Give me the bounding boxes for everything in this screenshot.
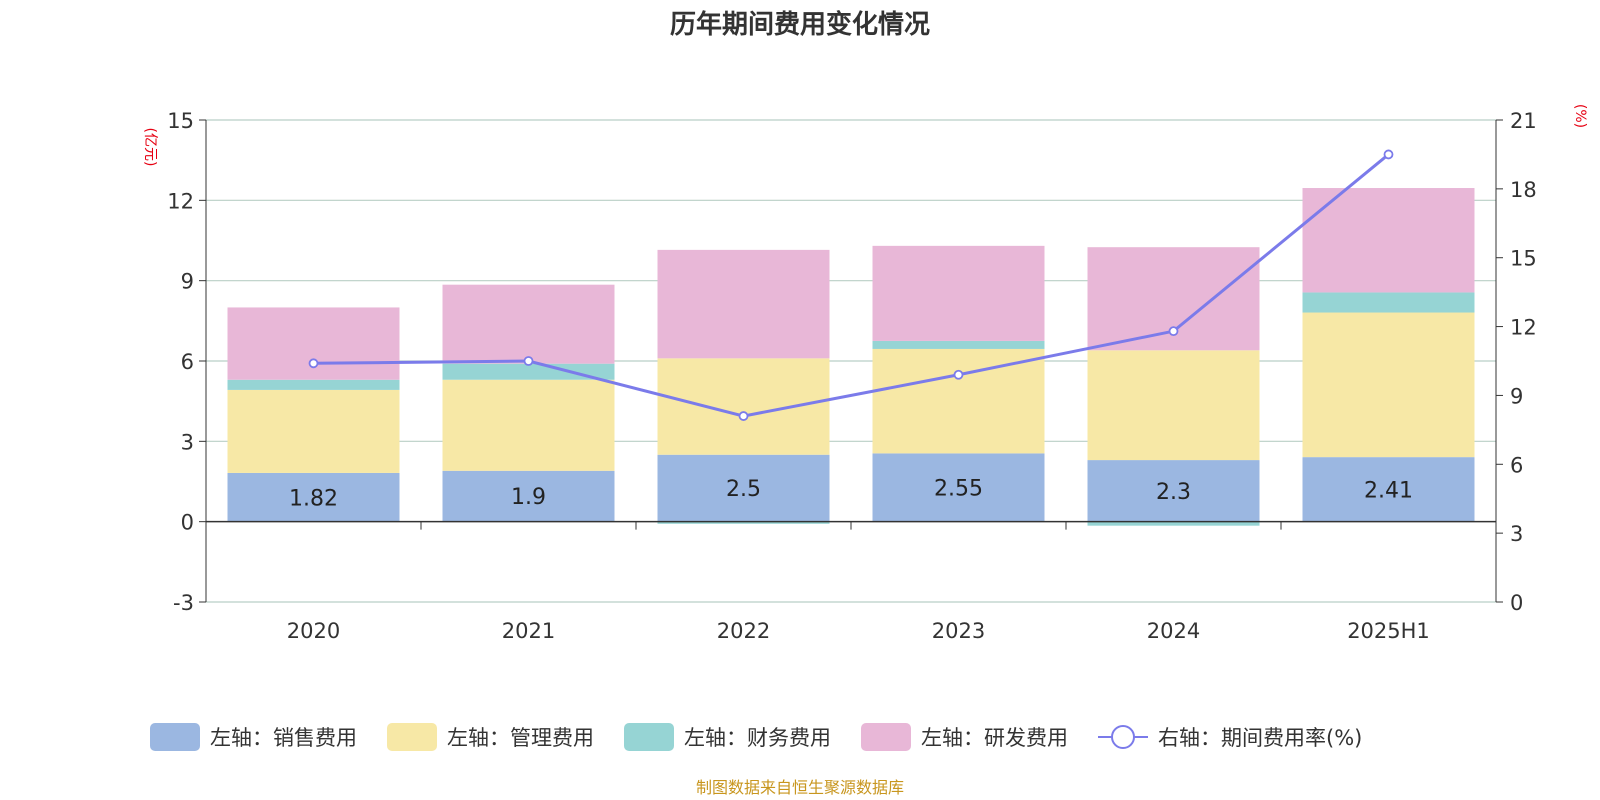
left-tick-label: 3: [181, 430, 194, 454]
bar-segment: [1302, 188, 1475, 293]
bar-segment: [1302, 457, 1475, 522]
data-label: 2.5: [726, 477, 761, 502]
rate-point: [523, 356, 534, 366]
bar-segment: [872, 348, 1045, 454]
legend-swatch: [861, 723, 911, 751]
left-axis-unit: (亿元): [142, 128, 158, 167]
x-tick-label: 2022: [717, 619, 770, 643]
bar-segment: [657, 358, 830, 455]
chart-title: 历年期间费用变化情况: [670, 9, 930, 40]
data-label: 1.9: [511, 485, 546, 510]
legend-swatch: [387, 723, 437, 751]
legend-label: 右轴：期间费用率(%): [1158, 726, 1362, 750]
rate-point: [738, 411, 749, 421]
left-tick-label: -3: [173, 591, 194, 615]
right-tick-label: 21: [1510, 109, 1537, 133]
bar-segment: [442, 284, 615, 364]
rate-point: [1383, 149, 1394, 160]
data-label: 2.41: [1364, 478, 1413, 503]
rate-line: [313, 153, 1390, 418]
bar-segment: [872, 245, 1045, 341]
left-tick-label: 0: [181, 511, 194, 535]
rate-point: [1168, 326, 1179, 337]
right-tick-label: 3: [1510, 522, 1523, 546]
x-tick-label: 2020: [287, 619, 340, 643]
bar-segment: [227, 379, 400, 390]
bar-segment: [442, 363, 615, 380]
legend: 左轴：销售费用 左轴：管理费用 左轴：财务费用 左轴：研发费用 右轴：期间费用率(%): [150, 723, 1362, 751]
right-tick-label: 15: [1510, 247, 1537, 271]
bar-segment: [442, 470, 615, 522]
bar-segment: [872, 453, 1045, 522]
bar-segment: [872, 340, 1045, 349]
legend-label: 左轴：研发费用: [921, 726, 1068, 750]
legend-label: 左轴：财务费用: [684, 726, 831, 750]
x-tick-label: 2025H1: [1347, 619, 1430, 643]
left-tick-label: 6: [181, 350, 194, 374]
legend-swatch: [150, 723, 200, 751]
data-label: 2.3: [1156, 480, 1191, 505]
bar-segment: [227, 389, 400, 473]
legend-label: 左轴：销售费用: [210, 726, 357, 750]
bar-segment: [1302, 312, 1475, 458]
rate-point: [308, 358, 319, 369]
right-tick-label: 9: [1510, 384, 1523, 408]
right-tick-label: 12: [1510, 316, 1537, 340]
data-labels: 1.82 1.9 2.5 2.55 2.3 2.41: [289, 477, 1413, 512]
bar-segment: [1087, 460, 1260, 522]
right-axis-unit: (%): [1572, 104, 1588, 128]
legend-marker: [1111, 725, 1135, 749]
bar-segment: [1087, 521, 1260, 526]
legend-label: 左轴：管理费用: [447, 726, 594, 750]
right-tick-label: 0: [1510, 591, 1523, 615]
legend-swatch: [624, 723, 674, 751]
bar-segment: [657, 249, 830, 359]
right-tick-label: 18: [1510, 178, 1537, 202]
x-tick-label: 2024: [1147, 619, 1200, 643]
axes: -3 0 3 6 9 12 15 0 3 6 9 12 15 18 21 2020 2021 2022 2023 20…: [167, 109, 1536, 643]
bar-segment: [657, 521, 830, 524]
right-tick-label: 6: [1510, 453, 1523, 477]
left-tick-label: 12: [167, 189, 194, 213]
bar-series: [227, 188, 1475, 526]
source-note: 制图数据来自恒生聚源数据库: [696, 778, 904, 797]
rate-line-series: [308, 149, 1394, 421]
bar-segment: [227, 307, 400, 380]
x-tick-label: 2021: [502, 619, 555, 643]
bar-segment: [1087, 350, 1260, 461]
bar-segment: [442, 379, 615, 471]
bar-segment: [657, 454, 830, 522]
data-label: 2.55: [934, 477, 983, 502]
bar-segment: [227, 472, 400, 522]
rate-point: [953, 369, 964, 380]
x-tick-label: 2023: [932, 619, 985, 643]
bar-segment: [1302, 292, 1475, 313]
left-tick-label: 15: [167, 109, 194, 133]
data-label: 1.82: [289, 486, 338, 511]
left-tick-label: 9: [181, 270, 194, 294]
